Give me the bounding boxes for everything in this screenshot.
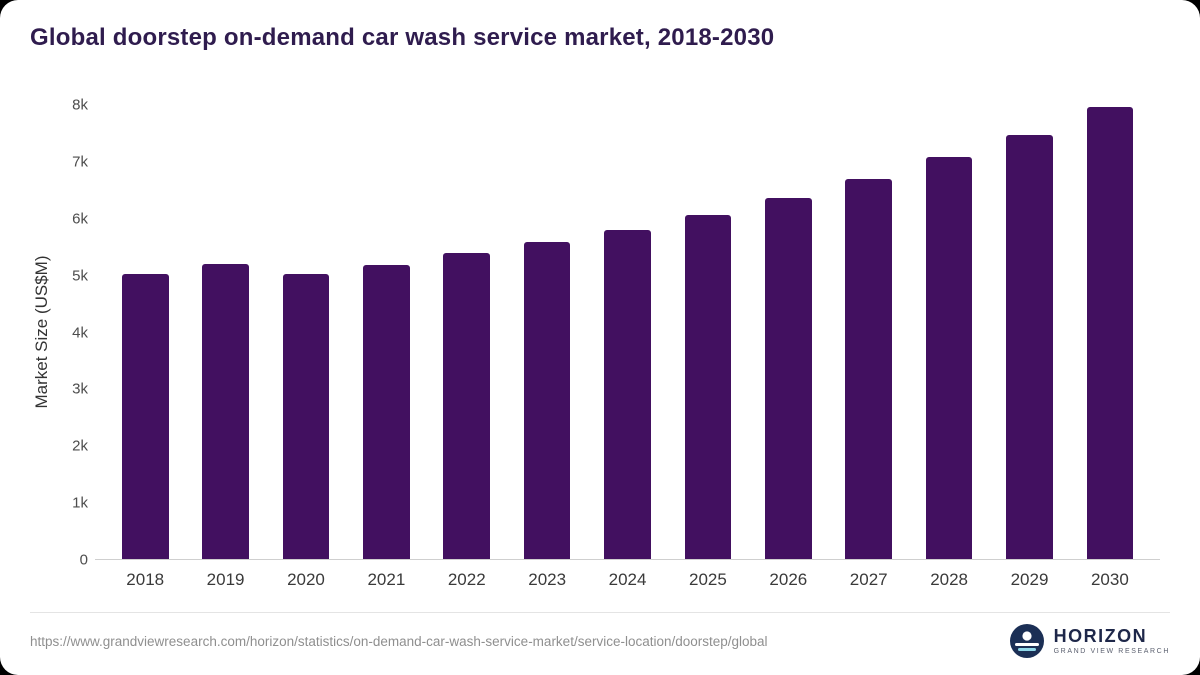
bar-2025	[684, 214, 732, 559]
y-tick-label-7k: 7k	[72, 153, 88, 171]
logo-subtitle: GRAND VIEW RESEARCH	[1053, 647, 1170, 655]
bar-col-2024	[587, 105, 667, 559]
y-tick-label-6k: 6k	[72, 210, 88, 228]
bar-2022	[443, 252, 491, 559]
bar-col-2019	[185, 105, 265, 559]
bar-2026	[765, 198, 812, 559]
y-tick-label-2k: 2k	[72, 437, 88, 455]
x-tick-label-2027: 2027	[849, 570, 888, 589]
y-tick-label-5k: 5k	[72, 267, 88, 285]
x-tick-label-2021: 2021	[367, 570, 406, 589]
x-tick-label-2019: 2019	[206, 570, 245, 589]
bar-2028	[925, 157, 973, 559]
x-tick-label-2023: 2023	[528, 570, 567, 589]
x-tick-label-2029: 2029	[1010, 570, 1049, 589]
y-axis-ticks: 0 1k 2k 3k 4k 5k 6k 7k 8k	[40, 98, 88, 568]
footer-divider	[30, 612, 1170, 613]
x-tick-label-2024: 2024	[608, 570, 647, 589]
x-tick-label-2028: 2028	[930, 570, 969, 589]
y-tick-label-0: 0	[79, 551, 88, 569]
bar-2023	[523, 241, 571, 559]
plot-area	[95, 105, 1160, 560]
bar-2027	[845, 179, 893, 559]
bar-col-2021	[346, 105, 426, 559]
x-tick-label-2030: 2030	[1090, 570, 1129, 589]
bar-2018	[121, 274, 169, 559]
bar-2019	[202, 264, 249, 559]
bar-2020	[282, 273, 330, 559]
horizon-logo-icon	[1009, 624, 1044, 658]
y-tick-label-8k: 8k	[72, 96, 88, 114]
bar-2029	[1006, 134, 1053, 559]
bar-col-2027	[829, 105, 909, 559]
y-tick-label-4k: 4k	[72, 324, 88, 341]
bar-2030	[1086, 107, 1134, 559]
x-tick-label-2026: 2026	[769, 570, 808, 589]
bar-col-2026	[748, 105, 828, 559]
x-axis-labels: 2018 2019 2020 2021 2022 2023 2024 2025 2026 2027…	[95, 570, 1160, 590]
bar-col-2020	[266, 105, 346, 559]
bar-2024	[604, 229, 651, 559]
horizon-logo: HORIZON GRAND VIEW RESEARCH	[1009, 623, 1170, 659]
source-url: https://www.grandviewresearch.com/horizo…	[30, 633, 768, 649]
y-tick-label-3k: 3k	[72, 380, 88, 398]
bar-col-2028	[909, 105, 989, 559]
x-tick-label-2020: 2020	[287, 570, 325, 589]
bar-col-2030	[1070, 105, 1150, 559]
logo-text: HORIZON GRAND VIEW RESEARCH	[1053, 625, 1170, 655]
x-tick-label-2025: 2025	[689, 570, 727, 589]
footer: https://www.grandviewresearch.com/horizo…	[30, 613, 1170, 669]
y-tick-label-1k: 1k	[72, 494, 88, 512]
bar-col-2023	[507, 105, 587, 559]
logo-title: HORIZON	[1053, 625, 1148, 646]
chart-title: Global doorstep on-demand car wash servi…	[30, 24, 775, 51]
x-tick-label-2022: 2022	[447, 570, 486, 589]
bar-2021	[363, 265, 410, 559]
bar-col-2018	[105, 105, 185, 559]
x-tick-label-2018: 2018	[126, 570, 165, 589]
bar-col-2022	[427, 105, 507, 559]
bar-col-2029	[989, 105, 1069, 559]
bar-col-2025	[668, 105, 748, 559]
